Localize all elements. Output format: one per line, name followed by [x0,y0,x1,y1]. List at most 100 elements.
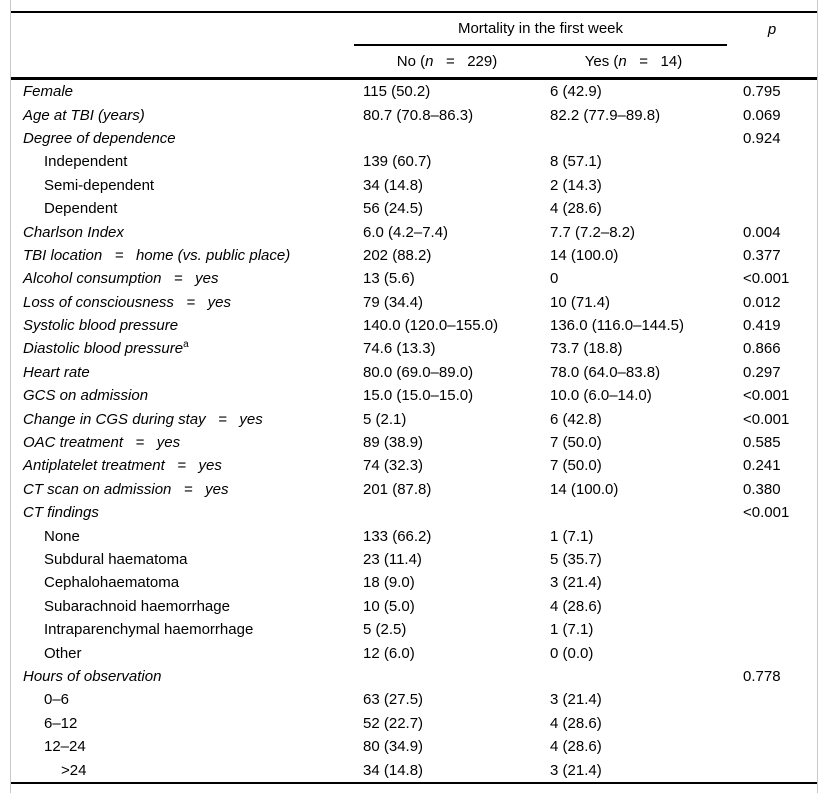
row-label: OAC treatment = yes [23,434,181,452]
row-label: Alcohol consumption = yes [23,270,219,288]
row-label: 12–24 [44,738,86,756]
table-row: Heart rate 80.0 (69.0–89.0) 78.0 (64.0–83.… [11,361,817,384]
p-value-cell [727,712,817,735]
row-label: GCS on admission [23,387,149,405]
row-label: Intraparenchymal haemorrhage [44,621,254,639]
yes-header-n: n [618,53,627,70]
no-header-count: = 229) [433,53,498,70]
p-value-cell: 0.866 [743,340,781,358]
header-group-row: Mortality in the first week p [11,12,817,46]
table-row: Diastolic blood pressurea 74.6 (13.3) 73.7… [11,337,817,360]
table-body: Female 115 (50.2) 6 (42.9) 0.795 Age at TBI … [11,79,817,783]
no-value-cell: 74 (32.3) [363,457,424,475]
no-header-n: n [425,53,434,70]
no-value-cell: 52 (22.7) [363,714,424,732]
row-label: CT findings [23,504,99,522]
p-value-cell [727,618,817,641]
yes-value-cell: 1 (7.1) [550,621,594,639]
no-value-cell: 74.6 (13.3) [363,340,436,358]
yes-column-header: Yes (n = 14) [540,45,727,80]
no-value-cell: 140.0 (120.0–155.0) [363,317,499,335]
p-value-cell [727,548,817,571]
header-sub-row: No (n = 229) Yes (n = 14) [11,45,817,80]
table-row: 12–24 80 (34.9) 4 (28.6) [11,735,817,758]
row-label: Change in CGS during stay = yes [23,410,263,428]
row-label: Antiplatelet treatment = yes [23,457,222,475]
table-row: GCS on admission 15.0 (15.0–15.0) 10.0 (6.… [11,384,817,407]
p-value-cell [727,735,817,758]
yes-value-cell: 7 (50.0) [550,457,602,475]
yes-value-cell: 6 (42.8) [550,410,602,428]
yes-value-cell: 3 (21.4) [550,574,602,592]
p-value-cell [727,758,817,782]
p-value-cell [727,524,817,547]
row-label: Charlson Index [23,223,124,241]
table-row: Systolic blood pressure 140.0 (120.0–155.… [11,314,817,337]
yes-value-cell: 14 (100.0) [550,480,619,498]
table-row: Subdural haematoma 23 (11.4) 5 (35.7) [11,548,817,571]
p-value-cell: 0.585 [743,434,781,452]
yes-value-cell: 7.7 (7.2–8.2) [550,223,636,241]
p-value-cell: 0.241 [743,457,781,475]
yes-value-cell: 14 (100.0) [550,246,619,264]
yes-value-cell: 5 (35.7) [550,551,602,568]
footnote-marker: a [183,339,189,351]
p-value-cell: 0.778 [743,667,781,685]
mortality-table: Mortality in the first week p No (n = 22… [11,11,817,784]
no-value-cell: 80.0 (69.0–89.0) [363,363,474,381]
row-label: Other [44,644,82,662]
p-value-cell: 0.004 [743,223,781,241]
row-label: >24 [61,761,87,779]
p-value-cell: 0.012 [743,293,781,311]
row-label: Female [23,83,74,101]
row-label: Subarachnoid haemorrhage [44,597,230,615]
p-value-cell [727,595,817,618]
row-label: Degree of dependence [23,129,176,147]
yes-value-cell: 6 (42.9) [550,83,602,101]
yes-value-cell: 4 (28.6) [550,597,602,615]
p-value-cell: 0.419 [743,317,781,335]
no-value-cell: 34 (14.8) [363,176,424,194]
p-value-cell [727,688,817,711]
p-value-cell [727,174,817,197]
yes-value-cell: 78.0 (64.0–83.8) [550,363,661,381]
yes-value-cell: 8 (57.1) [550,153,602,171]
row-label: Loss of consciousness = yes [23,293,232,311]
row-label: Systolic blood pressure [23,317,179,335]
no-value-cell: 13 (5.6) [363,270,415,288]
table-row: Female 115 (50.2) 6 (42.9) 0.795 [11,79,817,104]
no-value-cell: 201 (87.8) [363,480,432,498]
row-label: None [44,527,80,545]
no-value-cell: 56 (24.5) [363,200,424,218]
no-value-cell: 139 (60.7) [363,153,432,171]
yes-header-text: Yes ( [584,53,619,70]
table-row: Other 12 (6.0) 0 (0.0) [11,641,817,664]
yes-value-cell: 0 [550,270,559,288]
table-row: CT findings <0.001 [11,501,817,524]
no-value-cell: 15.0 (15.0–15.0) [363,387,474,405]
no-value-cell: 79 (34.4) [363,293,424,311]
p-value-cell: 0.377 [743,246,781,264]
no-value-cell: 133 (66.2) [363,527,432,545]
row-label: Cephalohaematoma [44,574,180,592]
p-value-cell [727,150,817,173]
table-row: 0–6 63 (27.5) 3 (21.4) [11,688,817,711]
no-value-cell: 89 (38.9) [363,434,424,452]
no-value-cell [354,127,540,150]
table-row: Hours of observation 0.778 [11,665,817,688]
yes-value-cell: 1 (7.1) [550,527,594,545]
row-label: Subdural haematoma [44,551,188,568]
yes-value-cell: 4 (28.6) [550,714,602,732]
p-value-cell: 0.795 [743,83,781,101]
p-column-header: p [767,20,777,38]
p-value-cell: 0.924 [743,129,781,147]
row-label: 6–12 [44,714,78,732]
yes-value-cell: 4 (28.6) [550,200,602,218]
no-value-cell: 202 (88.2) [363,246,432,264]
yes-value-cell: 7 (50.0) [550,434,602,452]
yes-value-cell: 82.2 (77.9–89.8) [550,106,661,124]
column-group-title: Mortality in the first week [354,12,727,46]
table-row: Cephalohaematoma 18 (9.0) 3 (21.4) [11,571,817,594]
yes-value-cell [540,127,727,150]
